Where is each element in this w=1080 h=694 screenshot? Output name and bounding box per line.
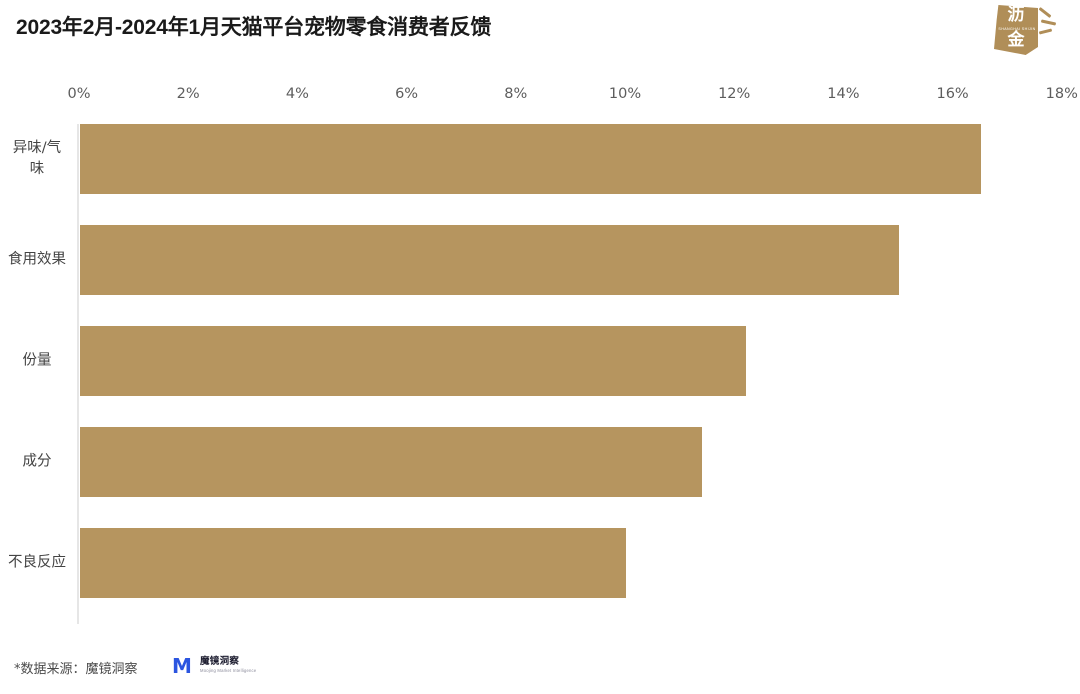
bar-row: 异味/气味 — [0, 124, 1080, 194]
brand-logo-char-top: 沥 — [1007, 5, 1025, 25]
bar-category-label: 成分 — [22, 453, 52, 470]
x-axis-tick-14: 14% — [827, 86, 860, 102]
bar-row: 份量 — [0, 326, 1080, 396]
bar-row: 食用效果 — [0, 225, 1080, 295]
bar-category-label: 食用效果 — [8, 251, 66, 268]
bar-series: 异味/气味食用效果份量成分不良反应 — [0, 124, 1080, 626]
y-axis-line — [77, 124, 79, 624]
x-axis-tick-0: 0% — [67, 86, 91, 102]
x-axis-tick-18: 18% — [1045, 86, 1078, 102]
bar-异味/气味[interactable] — [80, 124, 981, 194]
x-axis-tick-12: 12% — [718, 86, 751, 102]
x-axis-tick-10: 10% — [608, 86, 642, 102]
bar-chart: 0% 2% 4% 6% 8% 10% 12% 14% 16% 18% 异味/气味食用效果份量成分不… — [0, 56, 1080, 638]
page-title: 2023年2月-2024年1月天猫平台宠物零食消费者反馈 — [16, 16, 492, 39]
chart-footer: *数据来源：魔镜洞察 M 魔镜洞察 Moojing Market Intelli… — [0, 648, 1080, 694]
brand-logo-char-bottom: 金 — [1007, 30, 1025, 50]
brand-logo-shape — [994, 5, 1038, 55]
x-axis-tick-2: 2% — [176, 86, 200, 102]
x-axis-tick-8: 8% — [504, 86, 528, 102]
bar-不良反应[interactable] — [80, 528, 626, 598]
bar-成分[interactable] — [80, 427, 703, 497]
bar-份量[interactable] — [80, 326, 747, 396]
x-axis-tick-4: 4% — [285, 86, 309, 102]
brand-logo-pinyin: SHANGHAI SHIJIN — [998, 27, 1036, 31]
bar-category-label: 不良反应 — [8, 554, 66, 571]
bar-食用效果[interactable] — [80, 225, 899, 295]
source-note: *数据来源：魔镜洞察 — [14, 662, 138, 677]
bar-row: 成分 — [0, 427, 1080, 497]
brand-logo: 沥 SHANGHAI SHIJIN 金 — [988, 2, 1062, 58]
bar-row: 不良反应 — [0, 528, 1080, 598]
source-logo-wordmark: 魔镜洞察 — [200, 656, 240, 667]
moojing-m-icon: M — [172, 654, 192, 678]
chart-header: 2023年2月-2024年1月天猫平台宠物零食消费者反馈 沥 SHANGHAI … — [0, 0, 1080, 56]
bar-category-label: 份量 — [22, 352, 52, 369]
source-logo-wordmark-sub: Moojing Market Intelligence — [200, 668, 257, 673]
brand-logo-spark-icon — [1038, 7, 1052, 18]
source-logo: M 魔镜洞察 Moojing Market Intelligence — [172, 654, 256, 678]
brand-logo-spark-icon — [1040, 19, 1057, 26]
x-axis-tick-labels: 0% 2% 4% 6% 8% 10% 12% 14% 16% 18% — [0, 86, 1080, 108]
x-axis-tick-16: 16% — [936, 86, 969, 102]
x-axis-tick-6: 6% — [395, 86, 419, 102]
bar-category-label: 异味/气味 — [12, 140, 62, 177]
